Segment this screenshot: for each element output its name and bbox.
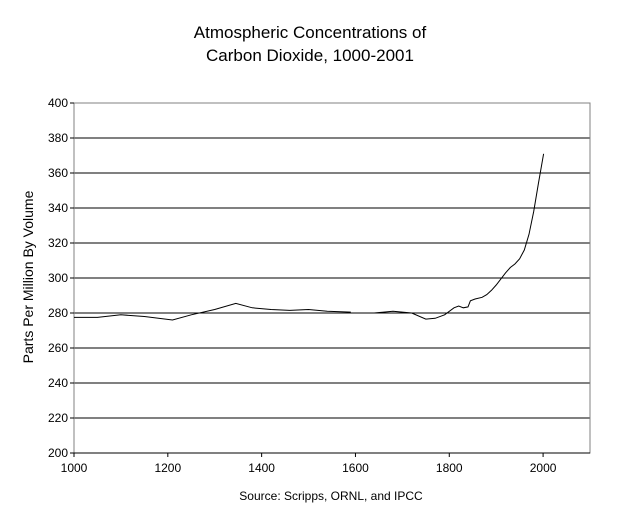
co2-line-segment-1 bbox=[74, 302, 351, 321]
x-axis-ticks: 1000 1200 1400 1600 1800 2000 bbox=[61, 452, 590, 475]
y-tick-label-220: 220 bbox=[48, 411, 68, 425]
y-tick-label-400: 400 bbox=[48, 96, 68, 110]
source-note: Source: Scripps, ORNL, and IPCC bbox=[239, 489, 423, 503]
y-tick-label-360: 360 bbox=[48, 166, 68, 180]
y-tick-label-380: 380 bbox=[48, 131, 68, 145]
co2-series bbox=[74, 153, 545, 321]
x-tick-label-1000: 1000 bbox=[61, 461, 88, 475]
gridlines bbox=[74, 102, 590, 454]
y-tick-label-240: 240 bbox=[48, 376, 68, 390]
chart-title-line-2: Carbon Dioxide, 1000-2001 bbox=[206, 46, 414, 65]
y-tick-label-320: 320 bbox=[48, 236, 68, 250]
x-tick-label-1600: 1600 bbox=[342, 461, 369, 475]
y-axis-ticks: 200 220 240 260 280 300 320 340 360 380 400 bbox=[48, 96, 74, 460]
y-tick-label-200: 200 bbox=[48, 446, 68, 460]
co2-line-segment-2 bbox=[374, 153, 545, 320]
y-tick-label-300: 300 bbox=[48, 271, 68, 285]
y-axis-label: Parts Per Million By Volume bbox=[20, 190, 36, 363]
x-tick-label-1400: 1400 bbox=[248, 461, 275, 475]
y-tick-label-340: 340 bbox=[48, 201, 68, 215]
y-tick-label-280: 280 bbox=[48, 306, 68, 320]
y-tick-label-260: 260 bbox=[48, 341, 68, 355]
x-tick-label-2000: 2000 bbox=[530, 461, 557, 475]
x-tick-label-1800: 1800 bbox=[436, 461, 463, 475]
x-tick-label-1200: 1200 bbox=[154, 461, 181, 475]
chart-title-line-1: Atmospheric Concentrations of bbox=[194, 23, 427, 42]
